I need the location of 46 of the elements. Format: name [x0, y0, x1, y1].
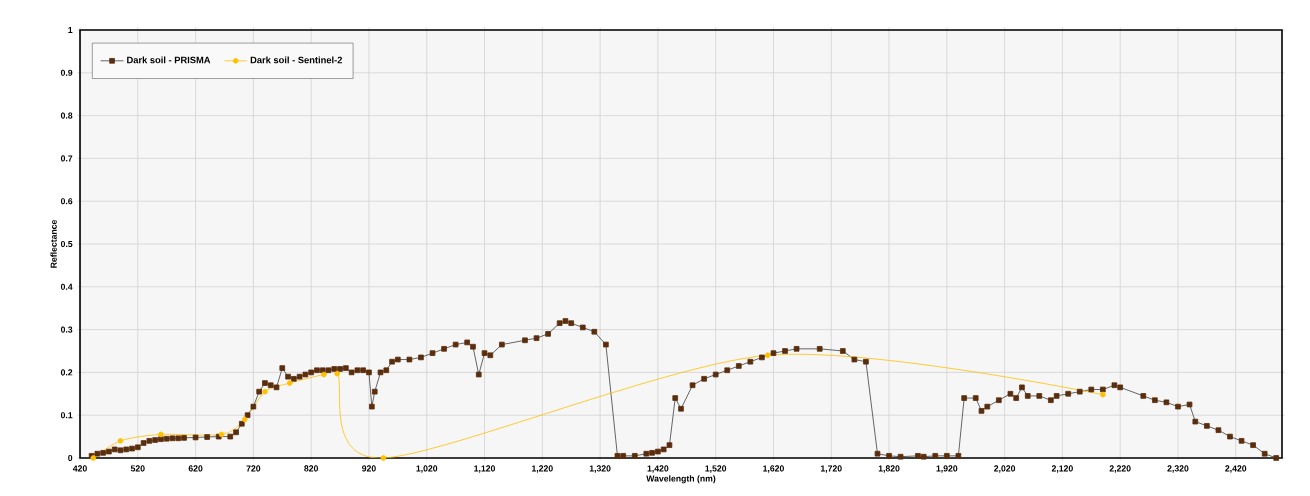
y-tick-label: 0.4 [60, 283, 73, 290]
x-tick-label: 1,920 [936, 465, 958, 473]
legend-label: Dark soil - Sentinel-2 [250, 56, 343, 64]
x-tick-label: 1,720 [820, 465, 842, 473]
x-tick-label: 1,820 [878, 465, 900, 473]
x-tick-label: 820 [304, 465, 319, 472]
point [286, 380, 293, 386]
x-tick-label: 1,620 [763, 465, 784, 473]
legend-label: Dark soil - PRISMA [127, 56, 211, 64]
x-tick-label: 1,420 [647, 465, 669, 473]
y-tick-label: 0.1 [60, 412, 73, 419]
y-tick-label: 0.6 [60, 198, 73, 205]
y-axis-title: Reflectance [50, 219, 57, 268]
point [158, 431, 164, 438]
x-tick-label: 420 [72, 465, 87, 472]
x-tick-label: 1,020 [416, 465, 438, 473]
y-tick-label: 0 [68, 454, 73, 462]
x-axis-title: Wavelength (nm) [646, 475, 716, 484]
y-tick-label: 1 [68, 27, 73, 33]
y-tick-label: 0.2 [60, 369, 73, 376]
x-tick-label: 2,120 [1051, 465, 1073, 473]
y-tick-label: 0.5 [60, 240, 73, 248]
x-tick-label: 620 [188, 465, 203, 472]
point [321, 371, 327, 378]
y-tick-label: 0.8 [60, 112, 73, 119]
y-tick-label: 0.3 [60, 326, 73, 333]
x-tick-label: 1,220 [532, 465, 553, 473]
x-tick-label: 1,320 [589, 465, 611, 473]
x-tick-label: 2,320 [1167, 465, 1189, 473]
point [334, 370, 340, 377]
x-tick-label: 2,220 [1109, 465, 1131, 473]
x-tick-label: 1,120 [474, 465, 496, 473]
x-tick-label: 2,420 [1225, 465, 1247, 473]
x-tick-label: 720 [246, 465, 261, 472]
point [380, 455, 387, 461]
y-tick-label: 0.7 [60, 155, 73, 162]
x-tick-label: 920 [362, 465, 376, 472]
x-tick-label: 2,020 [994, 465, 1016, 473]
point [262, 388, 268, 395]
point [1100, 391, 1106, 398]
x-tick-label: 1,520 [705, 465, 727, 473]
y-tick-label: 0.9 [60, 69, 73, 76]
point [764, 352, 771, 359]
x-tick-label: 520 [130, 465, 145, 472]
point [241, 416, 248, 423]
point [117, 438, 124, 444]
